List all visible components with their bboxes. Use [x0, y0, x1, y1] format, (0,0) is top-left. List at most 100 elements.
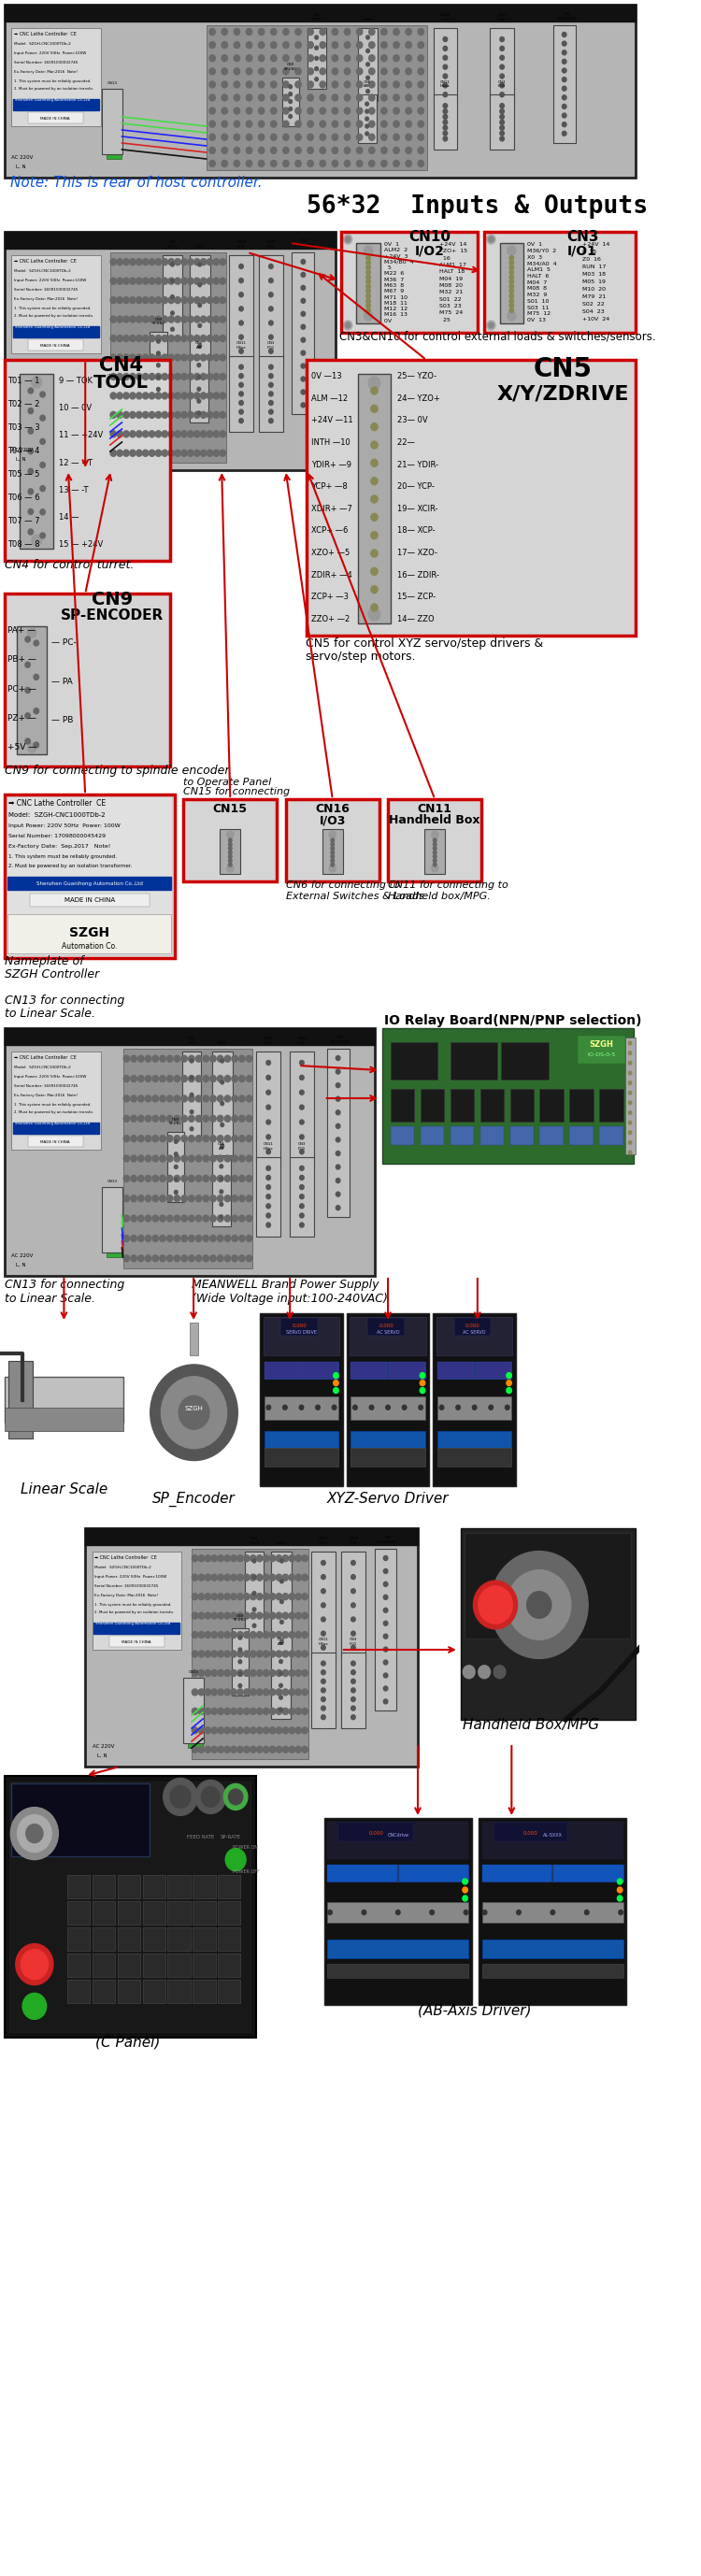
- Circle shape: [210, 1056, 216, 1061]
- Circle shape: [198, 263, 201, 265]
- Circle shape: [366, 265, 370, 270]
- Circle shape: [244, 1690, 250, 1695]
- Circle shape: [239, 1136, 245, 1141]
- Circle shape: [244, 1726, 250, 1734]
- Text: TOOL: TOOL: [93, 374, 148, 392]
- Circle shape: [203, 1115, 209, 1123]
- Circle shape: [205, 1690, 211, 1695]
- Text: CN15 for connecting: CN15 for connecting: [184, 788, 290, 796]
- Circle shape: [393, 67, 400, 75]
- Circle shape: [234, 108, 240, 113]
- Text: CN3
I/O1: CN3 I/O1: [298, 1141, 306, 1151]
- Circle shape: [110, 355, 116, 361]
- Bar: [229, 355, 253, 433]
- Circle shape: [381, 41, 387, 49]
- Text: 11 — +24V: 11 — +24V: [59, 430, 103, 440]
- Circle shape: [160, 1216, 165, 1221]
- Circle shape: [299, 1185, 304, 1190]
- Circle shape: [406, 108, 411, 113]
- Circle shape: [231, 1556, 237, 1561]
- Circle shape: [136, 430, 142, 438]
- Circle shape: [320, 28, 326, 36]
- Text: CN13: CN13: [107, 82, 118, 85]
- Bar: [4, 5, 635, 178]
- Circle shape: [175, 1177, 177, 1182]
- Text: CN6
A/B: CN6 A/B: [363, 80, 371, 88]
- Circle shape: [383, 1687, 388, 1690]
- Text: Model:  SZGH-CNC1000TDb-2: Model: SZGH-CNC1000TDb-2: [13, 1066, 70, 1069]
- Circle shape: [203, 1154, 209, 1162]
- Circle shape: [246, 121, 252, 126]
- Circle shape: [181, 335, 187, 343]
- Circle shape: [344, 108, 350, 113]
- Circle shape: [203, 1074, 209, 1082]
- Circle shape: [366, 270, 370, 276]
- Circle shape: [257, 1631, 263, 1638]
- Circle shape: [332, 28, 338, 36]
- Circle shape: [210, 82, 215, 88]
- Text: 0V  1: 0V 1: [527, 242, 542, 247]
- Circle shape: [189, 1216, 194, 1221]
- Circle shape: [246, 108, 252, 113]
- Text: HALT  6: HALT 6: [527, 273, 549, 278]
- Circle shape: [244, 1747, 250, 1752]
- Circle shape: [217, 1074, 224, 1082]
- Circle shape: [332, 67, 338, 75]
- Circle shape: [224, 1669, 230, 1677]
- Circle shape: [213, 317, 219, 322]
- Circle shape: [28, 407, 33, 415]
- Circle shape: [508, 245, 516, 255]
- Circle shape: [271, 82, 277, 88]
- Circle shape: [250, 1726, 256, 1734]
- Circle shape: [366, 276, 370, 278]
- Text: CN10
I/O2: CN10 I/O2: [266, 240, 276, 250]
- Circle shape: [244, 1651, 250, 1656]
- Circle shape: [131, 1154, 137, 1162]
- Circle shape: [279, 1672, 283, 1674]
- Text: M04  7: M04 7: [527, 281, 547, 286]
- Circle shape: [244, 1708, 250, 1716]
- Text: +24V  14: +24V 14: [439, 242, 467, 247]
- Bar: [107, 1211, 122, 1257]
- Circle shape: [197, 399, 200, 402]
- Circle shape: [123, 1074, 130, 1082]
- Circle shape: [207, 258, 213, 265]
- Circle shape: [117, 278, 123, 283]
- Circle shape: [351, 1646, 355, 1651]
- Circle shape: [302, 1651, 308, 1656]
- Circle shape: [527, 1592, 551, 1618]
- Circle shape: [136, 258, 142, 265]
- Circle shape: [506, 1373, 512, 1378]
- Circle shape: [163, 1777, 198, 1816]
- Circle shape: [383, 1672, 388, 1677]
- Bar: [322, 829, 343, 873]
- Circle shape: [252, 1592, 256, 1595]
- Circle shape: [283, 82, 289, 88]
- Bar: [109, 1636, 165, 1646]
- Bar: [421, 1090, 444, 1121]
- Circle shape: [145, 1074, 151, 1082]
- Circle shape: [351, 1631, 355, 1636]
- Bar: [324, 1819, 472, 2004]
- Circle shape: [149, 412, 155, 417]
- Circle shape: [279, 1695, 283, 1700]
- Text: X0  3: X0 3: [527, 255, 542, 260]
- Circle shape: [246, 1136, 252, 1141]
- Text: ALM —12: ALM —12: [311, 394, 348, 402]
- Circle shape: [433, 863, 437, 866]
- Circle shape: [222, 54, 228, 62]
- Circle shape: [246, 147, 252, 155]
- Circle shape: [205, 1669, 211, 1677]
- Circle shape: [231, 1613, 237, 1618]
- Circle shape: [510, 270, 514, 276]
- Text: S04  23: S04 23: [583, 309, 604, 314]
- Circle shape: [207, 374, 213, 379]
- Text: Ex-Factory Date:  Sep.2017   Note!: Ex-Factory Date: Sep.2017 Note!: [8, 845, 111, 848]
- Text: CN6
A/B: CN6 A/B: [195, 340, 203, 350]
- Bar: [450, 1043, 497, 1079]
- Circle shape: [244, 1574, 250, 1582]
- Circle shape: [487, 234, 496, 245]
- Circle shape: [299, 1074, 304, 1079]
- Circle shape: [381, 147, 387, 155]
- Circle shape: [182, 1255, 187, 1262]
